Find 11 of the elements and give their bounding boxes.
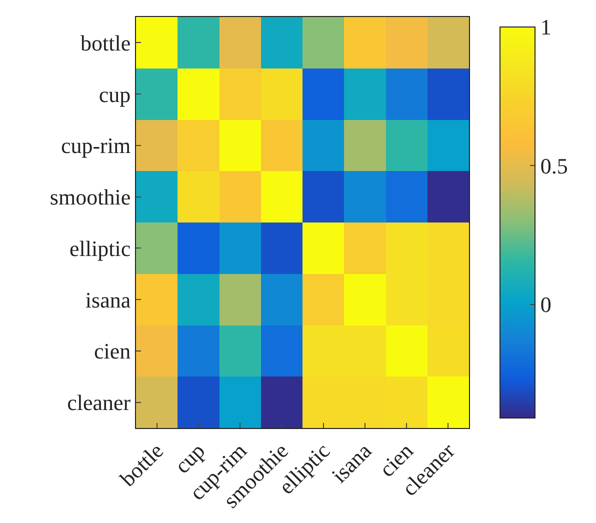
y-tick-label: cleaner [67,390,132,416]
y-tick-label: elliptic [70,236,131,261]
y-tick-label: cup-rim [60,133,131,158]
color-bar-label: 0 [540,292,552,317]
color-bar-label: 0.5 [540,153,568,178]
y-tick-label: bottle [80,30,131,56]
y-tick-label: isana [85,287,131,312]
y-tick-label: cup [98,82,131,107]
color-bar-label: 1 [540,14,552,40]
y-tick-label: cien [94,338,131,364]
y-tick-label: smoothie [50,184,131,210]
